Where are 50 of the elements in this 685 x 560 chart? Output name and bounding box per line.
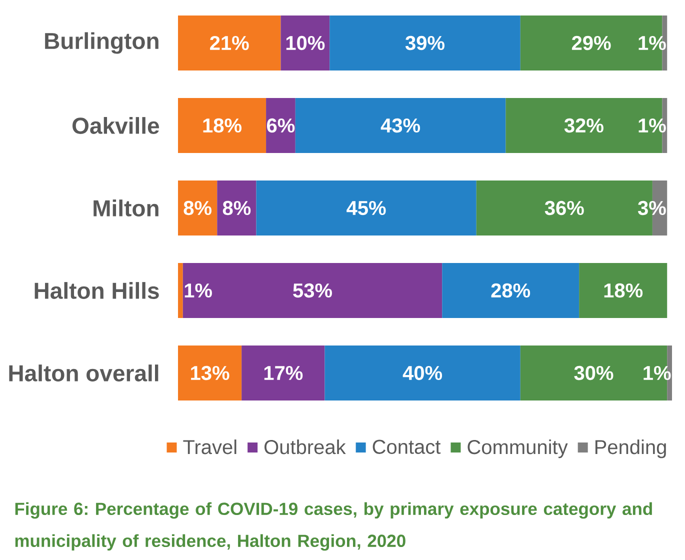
data-label: 40% — [402, 366, 442, 380]
bar — [242, 346, 325, 401]
legend-label: Pending — [595, 440, 666, 458]
bar — [178, 16, 281, 71]
bar — [324, 346, 520, 401]
y-tick-label: Oakville — [72, 117, 160, 134]
y-tick-label: Milton — [94, 200, 158, 216]
bar — [178, 263, 183, 318]
legend-label: Travel — [183, 440, 236, 454]
y-tick-label: Halton Hills — [34, 282, 159, 299]
data-label: 28% — [491, 283, 530, 298]
data-label: 36% — [544, 200, 584, 216]
bar — [178, 346, 242, 401]
data-label: 10% — [286, 36, 325, 50]
bar — [295, 98, 506, 154]
data-label: 1% — [638, 36, 666, 50]
data-label: 39% — [405, 36, 444, 50]
data-label: 17% — [264, 366, 303, 380]
data-label: 1% — [638, 118, 666, 133]
legend-label: Contact — [372, 440, 441, 454]
bar — [182, 263, 442, 318]
data-label: 29% — [572, 36, 611, 50]
bar — [442, 263, 580, 318]
data-label: 53% — [293, 283, 332, 298]
bar — [217, 180, 256, 236]
data-label: 18% — [604, 283, 643, 298]
data-label: 3% — [638, 200, 666, 216]
data-label: 43% — [380, 118, 420, 133]
bar — [579, 263, 668, 318]
legend-label: Outbreak — [264, 440, 346, 454]
data-label: 8% — [222, 200, 251, 216]
y-tick-label: Halton overall — [9, 364, 158, 382]
legend-label: Community — [468, 440, 568, 458]
bar — [178, 98, 266, 154]
data-label: 18% — [203, 118, 242, 133]
data-label: 1% — [184, 283, 212, 298]
data-label: 21% — [210, 36, 249, 50]
text: Figure 6: Percentage of COVID-19 cases, by primary exposure category and municipality of residence, Halton Region, 2020 — [15, 502, 652, 551]
data-label: 6% — [266, 118, 295, 133]
data-label: 45% — [346, 200, 386, 216]
bar — [256, 180, 476, 236]
data-label: 1% — [644, 366, 671, 380]
bar — [178, 180, 218, 236]
data-label: 32% — [564, 118, 604, 133]
data-label: 8% — [184, 200, 212, 216]
bar — [330, 16, 520, 71]
data-label: 13% — [191, 366, 230, 380]
y-tick-label: Burlington — [45, 32, 158, 54]
data-label: 30% — [574, 366, 614, 380]
bar — [280, 16, 330, 71]
